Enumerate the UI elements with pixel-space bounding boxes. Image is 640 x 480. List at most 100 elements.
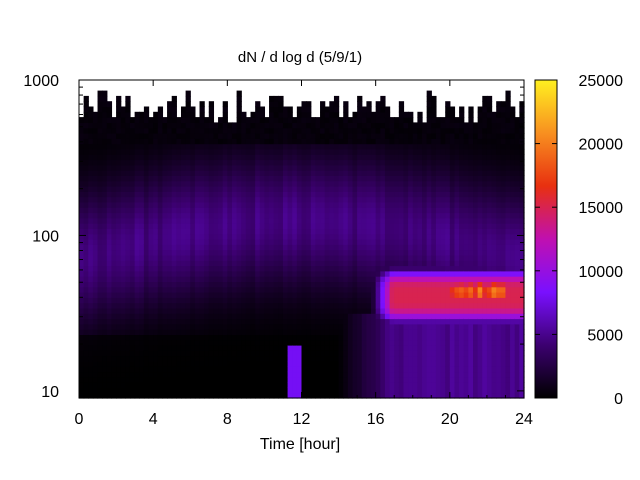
heatmap-cell [79,371,85,378]
heatmap-cell [129,350,136,357]
heatmap-cell [403,122,409,129]
heatmap-cell [264,122,270,129]
heatmap-cell [185,170,191,176]
heatmap-cell [343,265,349,272]
heatmap-cell [491,122,497,129]
heatmap-cell [120,392,126,399]
heatmap-cell [153,297,159,304]
heatmap-cell [208,350,215,357]
heatmap-cell [384,201,391,208]
heatmap-cell [417,154,423,161]
heatmap-cell [417,366,423,373]
heatmap-cell [180,180,187,187]
heatmap-cell [180,196,187,203]
heatmap-cell [445,334,451,341]
heatmap-cell [157,302,164,309]
heatmap-cell [255,196,261,203]
heatmap-cell [134,117,140,123]
heatmap-cell [83,186,89,192]
heatmap-cell [403,207,409,214]
heatmap-cell [473,143,479,150]
heatmap-cell [375,387,381,394]
heatmap-cell [422,260,428,267]
heatmap-cell [278,117,284,123]
heatmap-cell [329,265,335,272]
heatmap-cell [435,170,442,176]
heatmap-cell [468,297,474,304]
heatmap-cell [245,265,252,272]
heatmap-cell [324,117,330,123]
heatmap-cell [241,148,247,155]
heatmap-cell [278,281,284,288]
heatmap-cell [139,228,145,235]
heatmap-cell [129,318,136,325]
heatmap-cell [259,207,266,214]
heatmap-cell [231,170,238,176]
heatmap-cell [83,249,89,256]
heatmap-cell [287,265,293,272]
heatmap-cell [255,265,261,272]
heatmap-cell [92,307,99,314]
heatmap-cell [496,302,502,309]
heatmap-cell [375,307,381,314]
heatmap-cell [134,339,140,346]
heatmap-cell [162,318,168,325]
heatmap-cell [422,329,428,335]
heatmap-cell [190,239,196,245]
heatmap-cell [477,138,483,145]
heatmap-cell [176,223,182,229]
heatmap-cell [449,339,456,346]
heatmap-cell [106,212,113,219]
heatmap-cell [408,175,414,182]
heatmap-cell [357,265,363,272]
heatmap-cell [278,302,284,309]
heatmap-cell [245,201,252,208]
heatmap-cell [366,196,372,203]
heatmap-cell [167,164,173,171]
heatmap-cell [394,376,400,383]
heatmap-cell [157,133,164,139]
heatmap-cell [486,292,493,298]
heatmap-cell [408,265,414,272]
heatmap-cell [403,175,409,182]
heatmap-cell [324,159,330,166]
heatmap-cell [454,392,460,399]
heatmap-cell [269,387,275,394]
heatmap-cell [157,297,164,304]
heatmap-cell [88,239,94,245]
heatmap-cell [408,154,414,161]
heatmap-cell [366,201,372,208]
heatmap-cell [408,239,414,245]
heatmap-cell [241,212,247,219]
heatmap-cell [343,154,349,161]
heatmap-cell [139,180,145,187]
heatmap-cell [157,281,164,288]
heatmap-cell [375,164,381,171]
heatmap-cell [324,233,330,240]
heatmap-cell [227,281,233,288]
heatmap-cell [496,345,502,351]
heatmap-cell [380,318,386,325]
heatmap-cell [417,138,423,145]
heatmap-cell [343,318,349,325]
heatmap-cell [241,111,247,118]
heatmap-cell [199,217,205,224]
heatmap-cell [282,228,289,235]
heatmap-cell [250,292,256,298]
heatmap-cell [287,302,293,309]
heatmap-cell [473,207,479,214]
heatmap-cell [269,355,275,362]
heatmap-cell [139,117,145,123]
heatmap-cell [157,111,164,118]
heatmap-cell [83,265,89,272]
heatmap-cell [83,260,89,267]
heatmap-cell [255,164,261,171]
heatmap-cell [259,329,266,335]
heatmap-cell [204,212,210,219]
heatmap-cell [357,117,363,123]
heatmap-cell [190,154,196,161]
heatmap-cell [361,302,367,309]
heatmap-cell [463,265,469,272]
heatmap-cell [88,281,94,288]
heatmap-cell [176,143,182,150]
